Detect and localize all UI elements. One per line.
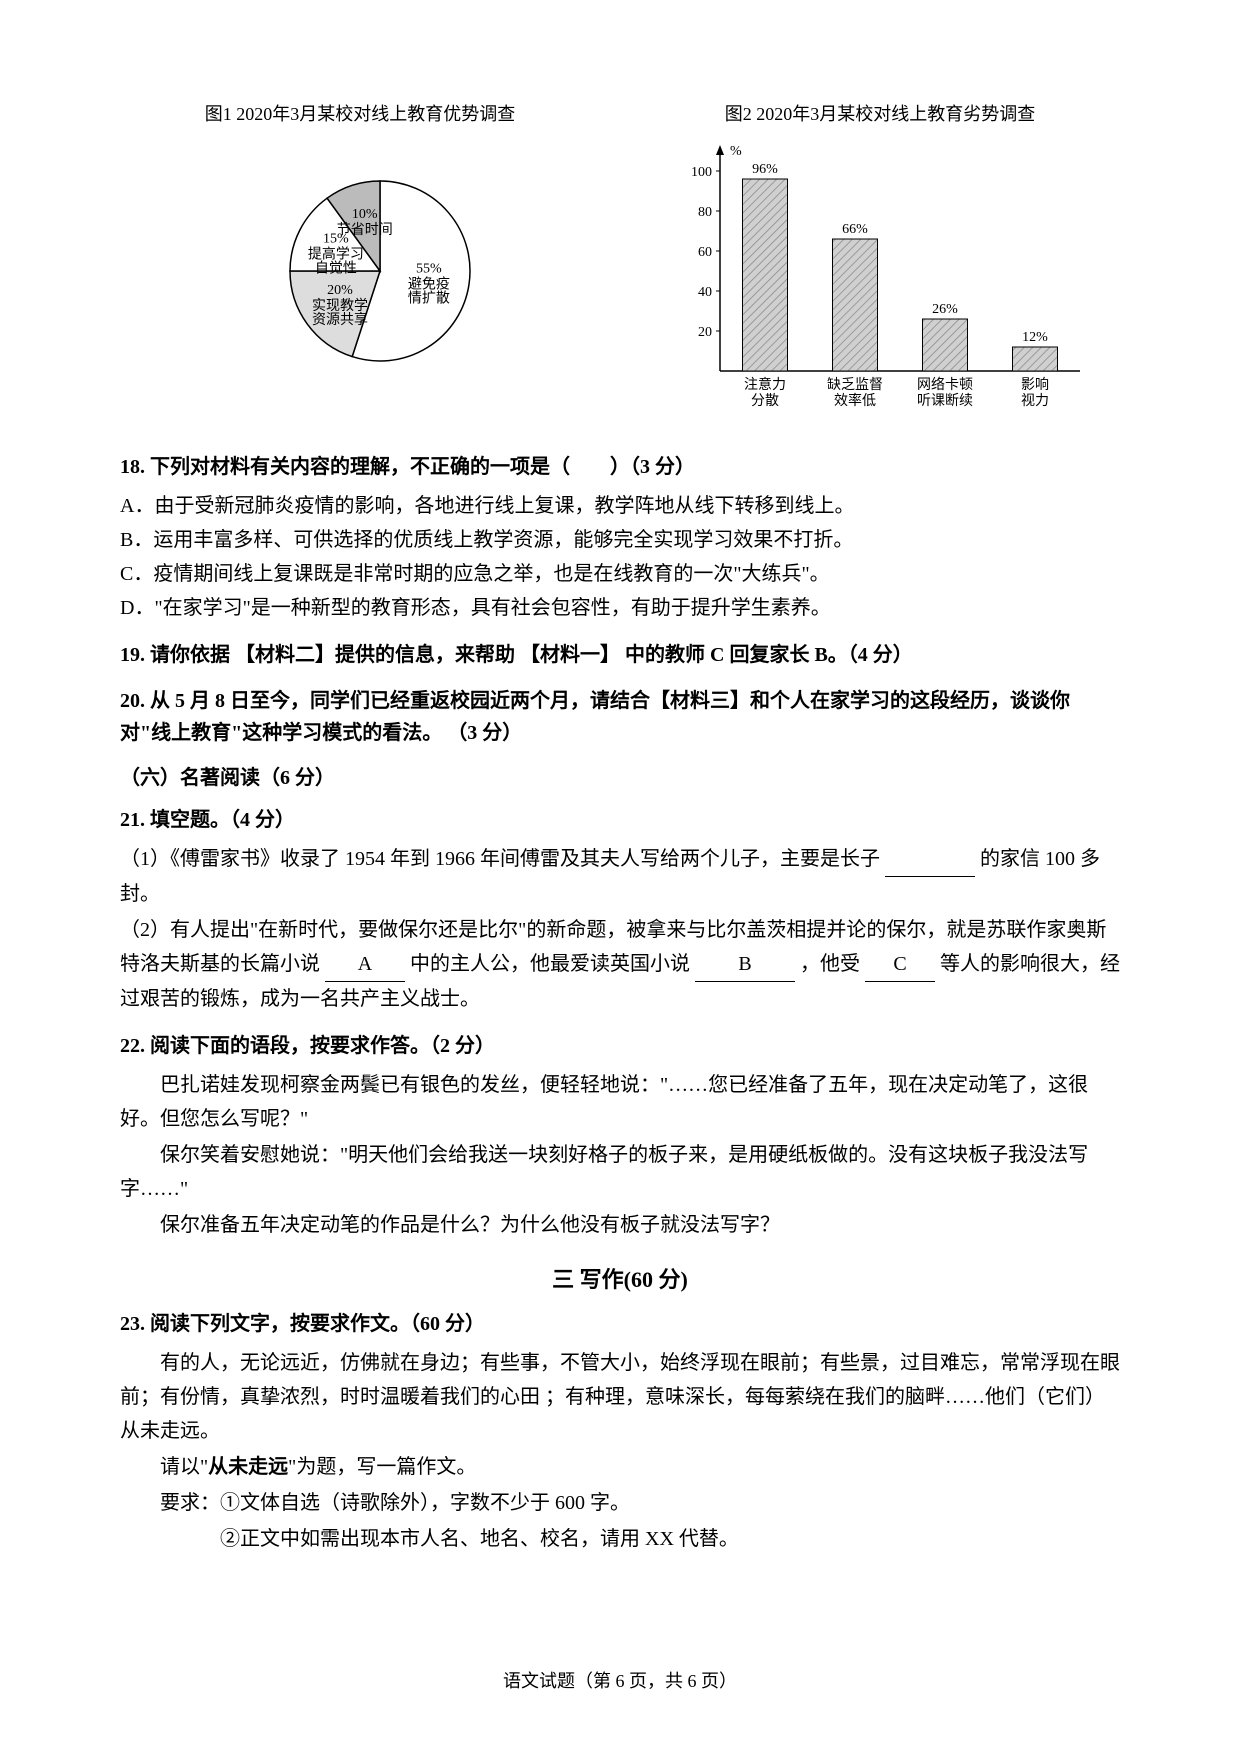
q23-p1: 有的人，无论远近，仿佛就在身边；有些事，不管大小，始终浮现在眼前；有些景，过目难…: [120, 1346, 1120, 1448]
q18-heading: 18. 下列对材料有关内容的理解，不正确的一项是（ ）（3 分）: [120, 451, 1120, 483]
q22-p2: 保尔笑着安慰她说："明天他们会给我送一块刻好格子的板子来，是用硬纸板做的。没有这…: [120, 1138, 1120, 1206]
svg-text:66%: 66%: [842, 222, 868, 237]
bar-chart: 20 40 60 80 100% 96% 注意力分散 66% 缺乏监督效率低 26% 网络卡顿听课断…: [670, 141, 1090, 421]
svg-text:60: 60: [698, 245, 712, 260]
svg-text:效率低: 效率低: [834, 392, 876, 409]
svg-text:80: 80: [698, 205, 712, 220]
q18-option-b: B．运用丰富多样、可供选择的优质线上教学资源，能够完全实现学习效果不打折。: [120, 523, 1120, 557]
q22-heading: 22. 阅读下面的语段，按要求作答。（2 分）: [120, 1030, 1120, 1062]
q21-blank-1[interactable]: [885, 842, 975, 877]
svg-text:96%: 96%: [752, 162, 778, 177]
q23-p2-bold: 从未走远: [208, 1456, 288, 1478]
svg-text:提高学习: 提高学习: [308, 246, 364, 263]
svg-text:影响: 影响: [1021, 377, 1049, 393]
bar-chart-container: 图2 2020年3月某校对线上教育劣势调查 20 40 60 80 100% 96% 注意力…: [640, 100, 1120, 421]
q21-item1: （1）《傅雷家书》收录了 1954 年到 1966 年间傅雷及其夫人写给两个儿子…: [120, 842, 1120, 911]
svg-text:40: 40: [698, 285, 712, 300]
svg-text:避免疫: 避免疫: [408, 277, 450, 293]
q21-item2-mid2: ，他受: [800, 953, 860, 975]
q21-blank-c[interactable]: C: [865, 947, 935, 982]
pie-chart-container: 图1 2020年3月某校对线上教育优势调查 55%避免疫情扩散 20%实现教学资源…: [120, 100, 600, 421]
q23-req1: 要求：①文体自选（诗歌除外），字数不少于 600 字。: [120, 1486, 1120, 1520]
svg-text:注意力: 注意力: [744, 376, 786, 393]
q21-item2: （2）有人提出"在新时代，要做保尔还是比尔"的新命题，被拿来与比尔盖茨相提并论的…: [120, 913, 1120, 1016]
section-write-title: 三 写作(60 分): [120, 1262, 1120, 1294]
q22-question: 保尔准备五年决定动笔的作品是什么？为什么他没有板子就没法写字？: [120, 1208, 1120, 1242]
svg-text:26%: 26%: [932, 302, 958, 317]
q18-option-c: C．疫情期间线上复课既是非常时期的应急之举，也是在线教育的一次"大练兵"。: [120, 557, 1120, 591]
svg-text:10%: 10%: [352, 207, 378, 222]
page-footer: 语文试题（第 6 页，共 6 页）: [0, 1667, 1240, 1693]
q21-item2-mid1: 中的主人公，他最爱读英国小说: [410, 953, 690, 975]
svg-text:听课断续: 听课断续: [917, 392, 973, 409]
svg-text:20%: 20%: [327, 283, 353, 298]
q21-blank-a[interactable]: A: [325, 947, 405, 982]
svg-text:节省时间: 节省时间: [337, 222, 393, 238]
q21-item1-pre: （1）《傅雷家书》收录了 1954 年到 1966 年间傅雷及其夫人写给两个儿子…: [120, 848, 880, 870]
svg-text:自觉性: 自觉性: [315, 261, 357, 277]
q23-heading: 23. 阅读下列文字，按要求作文。（60 分）: [120, 1308, 1120, 1340]
pie-chart: 55%避免疫情扩散20%实现教学资源共享15%提高学习自觉性10%节省时间: [230, 141, 490, 401]
svg-text:20: 20: [698, 325, 712, 340]
q18-option-d: D．"在家学习"是一种新型的教育形态，具有社会包容性，有助于提升学生素养。: [120, 591, 1120, 625]
section6-title: （六）名著阅读（6 分）: [120, 761, 1120, 790]
svg-text:缺乏监督: 缺乏监督: [827, 377, 883, 393]
chart2-title: 图2 2020年3月某校对线上教育劣势调查: [640, 100, 1120, 126]
q22-p1: 巴扎诺娃发现柯察金两鬓已有银色的发丝，便轻轻地说："……您已经准备了五年，现在决…: [120, 1068, 1120, 1136]
chart1-title: 图1 2020年3月某校对线上教育优势调查: [120, 100, 600, 126]
svg-text:100: 100: [691, 165, 712, 180]
svg-text:视力: 视力: [1021, 393, 1049, 409]
q21-heading: 21. 填空题。（4 分）: [120, 804, 1120, 836]
q23-p2: 请以"从未走远"为题，写一篇作文。: [120, 1450, 1120, 1484]
svg-text:12%: 12%: [1022, 330, 1048, 345]
svg-text:%: %: [730, 144, 742, 159]
q18-option-a: A．由于受新冠肺炎疫情的影响，各地进行线上复课，教学阵地从线下转移到线上。: [120, 489, 1120, 523]
svg-text:网络卡顿: 网络卡顿: [917, 377, 973, 393]
svg-text:情扩散: 情扩散: [408, 291, 450, 307]
svg-text:55%: 55%: [416, 262, 442, 277]
q21-blank-b[interactable]: B: [695, 947, 795, 982]
svg-text:实现教学: 实现教学: [312, 298, 368, 314]
q19-heading: 19. 请你依据 【材料二】提供的信息，来帮助 【材料一】 中的教师 C 回复家…: [120, 639, 1120, 671]
q20-heading: 20. 从 5 月 8 日至今，同学们已经重返校园近两个月，请结合【材料三】和个…: [120, 685, 1120, 749]
q23-p2-pre: 请以": [160, 1456, 208, 1478]
svg-text:分散: 分散: [751, 393, 779, 409]
svg-text:资源共享: 资源共享: [312, 311, 368, 328]
q23-req2: ②正文中如需出现本市人名、地名、校名，请用 XX 代替。: [120, 1522, 1120, 1556]
q23-p2-suf: "为题，写一篇作文。: [288, 1456, 476, 1478]
